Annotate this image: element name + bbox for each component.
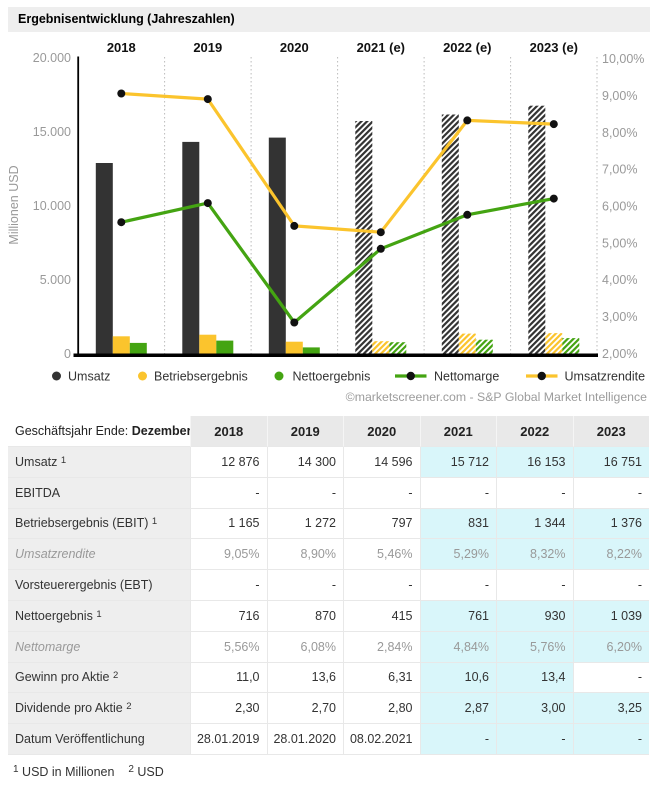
svg-text:10,00%: 10,00% — [602, 52, 644, 66]
svg-text:Umsatzrendite: Umsatzrendite — [565, 370, 646, 384]
svg-text:5.000: 5.000 — [40, 273, 71, 287]
svg-text:5,00%: 5,00% — [602, 236, 637, 250]
svg-text:2,00%: 2,00% — [602, 347, 637, 361]
svg-text:Millionen USD: Millionen USD — [7, 165, 21, 244]
svg-text:2022 (e): 2022 (e) — [443, 40, 491, 55]
svg-text:2018: 2018 — [107, 40, 136, 55]
svg-text:20.000: 20.000 — [33, 51, 71, 65]
svg-text:2021 (e): 2021 (e) — [357, 40, 405, 55]
svg-text:Betriebsergebnis: Betriebsergebnis — [154, 370, 248, 384]
svg-text:Umsatz: Umsatz — [68, 370, 110, 384]
svg-text:8,00%: 8,00% — [602, 126, 637, 140]
svg-text:15.000: 15.000 — [33, 125, 71, 139]
svg-text:6,00%: 6,00% — [602, 200, 637, 214]
svg-text:3,00%: 3,00% — [602, 310, 637, 324]
svg-text:4,00%: 4,00% — [602, 273, 637, 287]
svg-text:7,00%: 7,00% — [602, 163, 637, 177]
svg-text:©marketscreener.com - S&P Glob: ©marketscreener.com - S&P Global Market … — [346, 390, 648, 404]
svg-text:9,00%: 9,00% — [602, 89, 637, 103]
svg-text:Nettomarge: Nettomarge — [434, 370, 499, 384]
svg-text:10.000: 10.000 — [33, 199, 71, 213]
svg-text:0: 0 — [64, 347, 71, 361]
svg-text:2023 (e): 2023 (e) — [530, 40, 578, 55]
svg-text:2019: 2019 — [193, 40, 222, 55]
svg-text:2020: 2020 — [280, 40, 309, 55]
svg-text:Nettoergebnis: Nettoergebnis — [293, 370, 371, 384]
